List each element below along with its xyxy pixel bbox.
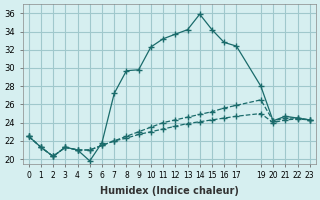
X-axis label: Humidex (Indice chaleur): Humidex (Indice chaleur) (100, 186, 239, 196)
